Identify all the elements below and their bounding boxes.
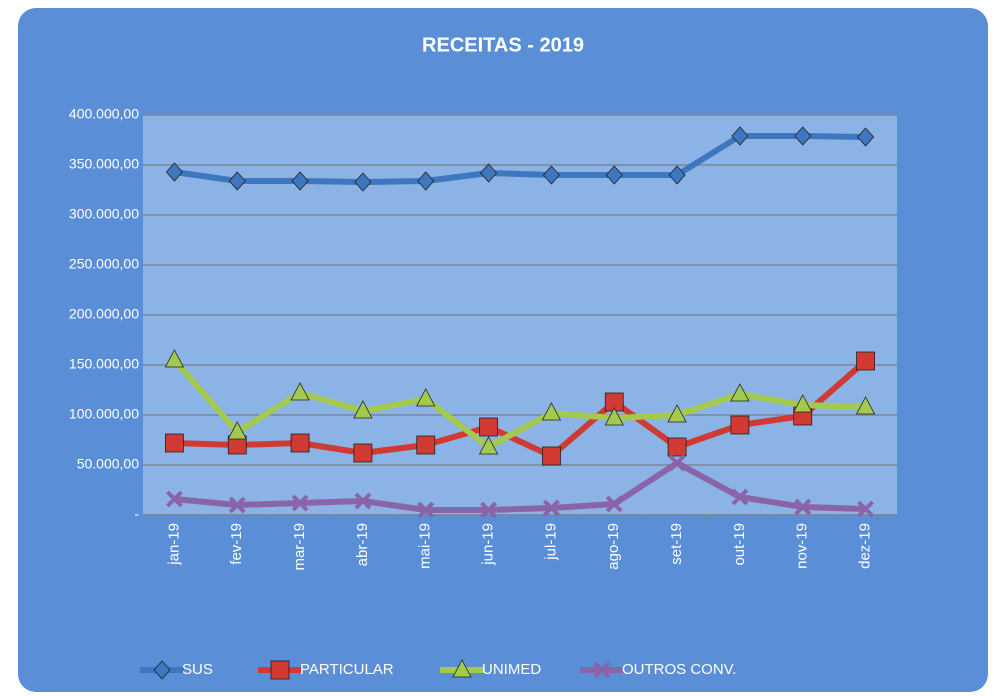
marker	[227, 421, 247, 440]
marker	[270, 660, 290, 680]
marker	[731, 488, 749, 506]
y-tick-label: 50.000,00	[77, 456, 139, 472]
x-tick-label: mai-19	[417, 523, 434, 569]
marker	[667, 437, 687, 457]
marker	[153, 660, 171, 680]
marker	[605, 165, 623, 185]
marker	[354, 172, 372, 192]
marker	[542, 165, 560, 185]
y-tick-label: 350.000,00	[69, 156, 139, 172]
marker	[228, 496, 246, 514]
marker	[290, 382, 310, 401]
marker	[480, 501, 497, 519]
y-tick-label: 200.000,00	[69, 306, 139, 322]
marker	[605, 495, 623, 513]
marker	[353, 400, 373, 419]
series-line	[174, 358, 868, 459]
marker	[291, 494, 309, 512]
chart-title: RECEITAS - 2019	[422, 34, 584, 56]
marker	[794, 498, 812, 516]
marker	[165, 162, 183, 182]
y-tick-label: 300.000,00	[69, 206, 139, 222]
marker	[730, 383, 750, 402]
series-line	[172, 358, 866, 450]
y-tick-label: 250.000,00	[69, 256, 139, 272]
marker	[164, 349, 185, 368]
marker	[416, 388, 436, 407]
legend-label: SUS	[182, 661, 213, 678]
y-tick-label: 400.000,00	[69, 106, 139, 122]
x-tick-label: ago-19	[605, 523, 622, 570]
marker	[478, 436, 499, 455]
y-tick-label: 150.000,00	[69, 356, 139, 372]
x-tick-label: jun-19	[480, 523, 497, 566]
marker	[731, 126, 749, 146]
x-tick-label: out-19	[731, 523, 748, 566]
legend-label: UNIMED	[482, 661, 541, 678]
marker	[452, 659, 472, 678]
marker	[417, 501, 435, 519]
x-tick-label: set-19	[668, 523, 685, 565]
x-tick-label: abr-19	[354, 523, 371, 566]
marker	[416, 435, 436, 455]
marker	[855, 396, 876, 415]
x-tick-label: mar-19	[291, 523, 308, 571]
marker	[417, 171, 435, 191]
marker	[291, 171, 309, 191]
marker	[542, 446, 561, 466]
marker	[593, 661, 611, 679]
series-line	[174, 460, 866, 513]
marker	[604, 407, 624, 426]
marker	[290, 433, 310, 453]
legend-label: PARTICULAR	[300, 661, 394, 678]
marker	[730, 415, 750, 435]
marker	[857, 500, 874, 518]
x-tick-label: fev-19	[228, 523, 245, 565]
y-tick-label: 100.000,00	[69, 406, 139, 422]
marker	[479, 417, 498, 437]
marker	[856, 351, 875, 371]
marker	[794, 126, 812, 146]
marker	[480, 163, 498, 183]
marker	[543, 499, 560, 517]
marker	[165, 433, 184, 453]
marker	[667, 404, 687, 423]
y-tick-label: -	[134, 506, 139, 522]
x-tick-label: nov-19	[794, 523, 811, 569]
marker	[228, 171, 246, 191]
x-tick-label: jan-19	[165, 523, 182, 566]
series-line	[173, 133, 866, 185]
marker	[353, 443, 373, 463]
x-tick-label: dez-19	[857, 523, 874, 569]
legend-label: OUTROS CONV.	[622, 661, 736, 678]
marker	[668, 454, 686, 472]
marker	[793, 394, 813, 413]
marker	[541, 402, 562, 421]
marker	[354, 492, 372, 510]
x-tick-label: jul-19	[542, 523, 559, 561]
marker	[166, 490, 183, 508]
marker	[857, 127, 875, 147]
marker	[668, 165, 686, 185]
